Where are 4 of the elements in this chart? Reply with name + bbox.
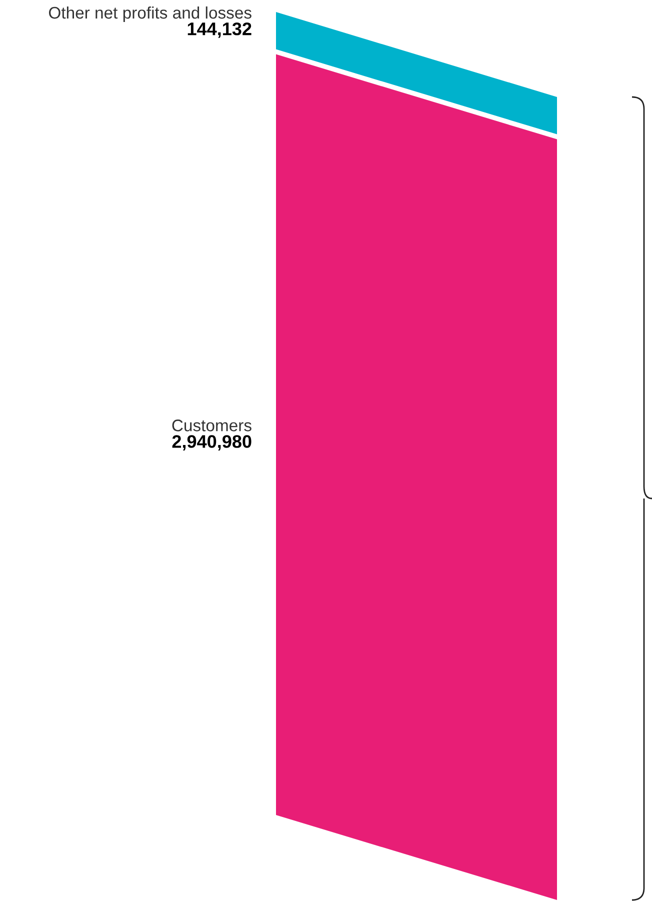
data-label: 144,132 <box>188 22 252 38</box>
data-label: 2,940,980 <box>172 435 252 451</box>
category-label: Customers <box>172 420 252 432</box>
category-label: Other net profits and losses <box>48 6 252 22</box>
